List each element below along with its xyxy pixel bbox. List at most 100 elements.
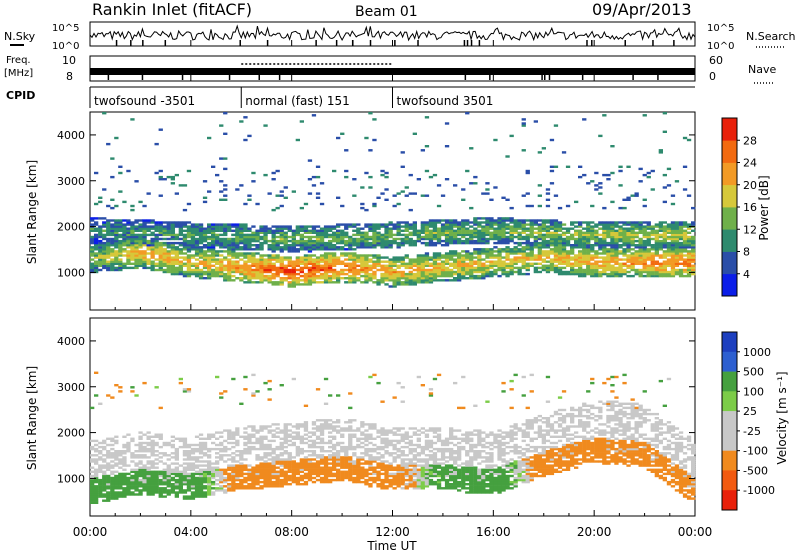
power-cell	[404, 233, 409, 237]
velocity-cell	[118, 487, 123, 490]
power-cell	[509, 134, 514, 138]
velocity-cell	[122, 460, 127, 463]
power-cell	[202, 239, 208, 243]
velocity-cell	[178, 472, 183, 476]
power-cell	[130, 244, 135, 247]
power-cell	[545, 252, 551, 255]
power-cell	[154, 171, 159, 175]
power-cell	[590, 204, 595, 208]
velocity-cell	[311, 452, 317, 455]
velocity-cell	[255, 454, 260, 457]
velocity-cell	[219, 458, 224, 461]
power-cell	[392, 256, 397, 259]
velocity-cell	[138, 474, 143, 478]
power-cell	[336, 281, 341, 284]
power-cell	[666, 262, 672, 265]
power-cell	[642, 225, 647, 228]
power-cell	[299, 283, 304, 286]
power-cell	[146, 260, 151, 263]
power-cell	[630, 266, 635, 270]
velocity-cell	[235, 483, 240, 486]
power-cell	[384, 241, 389, 245]
power-cell	[291, 246, 296, 249]
velocity-cell	[332, 468, 337, 471]
power-cell	[275, 260, 280, 263]
power-cell	[380, 244, 385, 247]
power-cell	[388, 266, 393, 270]
power-cell	[557, 241, 563, 245]
velocity-cell	[146, 472, 151, 476]
velocity-cell	[122, 474, 127, 478]
power-cell	[215, 223, 220, 226]
velocity-cell	[231, 483, 236, 486]
power-cell	[170, 270, 175, 274]
velocity-cell	[182, 466, 188, 469]
power-cell	[150, 227, 155, 230]
power-cell	[670, 231, 676, 234]
power-cell	[94, 246, 99, 249]
power-cell	[481, 262, 486, 265]
power-cell	[307, 231, 313, 234]
power-cell	[255, 260, 260, 263]
power-cell	[537, 229, 542, 232]
power-cell	[424, 277, 430, 280]
velocity-cell	[223, 439, 228, 443]
velocity-cell	[223, 460, 228, 463]
power-cell	[219, 190, 224, 193]
power-cell	[481, 221, 486, 224]
power-cell	[489, 225, 494, 228]
power-cell	[614, 252, 619, 255]
power-cell	[319, 266, 325, 270]
power-cell	[582, 244, 587, 247]
velocity-cell	[275, 423, 280, 426]
velocity-cell	[178, 489, 183, 492]
velocity-cell	[243, 476, 248, 480]
velocity-cell	[90, 495, 95, 498]
velocity-cell	[267, 429, 272, 432]
velocity-cell	[134, 493, 139, 496]
velocity-cell	[207, 493, 212, 496]
power-cell	[231, 266, 236, 270]
power-cell	[198, 274, 204, 278]
velocity-cell	[134, 464, 139, 467]
power-cell	[267, 254, 272, 257]
power-cell	[315, 264, 321, 267]
power-cell	[223, 229, 228, 232]
velocity-cell	[219, 396, 224, 399]
power-cell	[134, 233, 139, 237]
power-cell	[90, 235, 95, 239]
power-cell	[412, 192, 417, 195]
velocity-cell	[287, 470, 292, 473]
power-cell	[166, 270, 171, 274]
power-cell	[315, 196, 321, 199]
power-cell	[650, 274, 655, 278]
power-cell	[634, 233, 639, 237]
power-cell	[432, 227, 438, 230]
power-cell	[666, 227, 672, 230]
power-cell	[372, 264, 377, 267]
power-cell	[315, 246, 321, 249]
power-cell	[130, 256, 135, 259]
power-cell	[110, 219, 115, 222]
power-cell	[610, 225, 615, 228]
power-cell	[638, 262, 643, 265]
velocity-cell	[255, 483, 260, 486]
power-cell	[561, 254, 567, 257]
power-cell	[94, 264, 99, 267]
power-cell	[565, 250, 571, 253]
power-cell	[291, 285, 296, 288]
velocity-cell	[243, 458, 248, 461]
power-cell	[376, 227, 381, 230]
velocity-cell	[283, 433, 288, 436]
power-cell	[586, 223, 591, 226]
velocity-cell	[198, 433, 204, 436]
velocity-cell	[323, 456, 329, 459]
power-cell	[525, 248, 530, 251]
power-cell	[570, 264, 575, 267]
power-cell	[126, 260, 131, 263]
velocity-cell	[146, 480, 151, 484]
power-cell	[505, 241, 510, 245]
power-cell	[436, 221, 442, 224]
power-cell	[102, 244, 107, 247]
power-cell	[618, 231, 623, 234]
